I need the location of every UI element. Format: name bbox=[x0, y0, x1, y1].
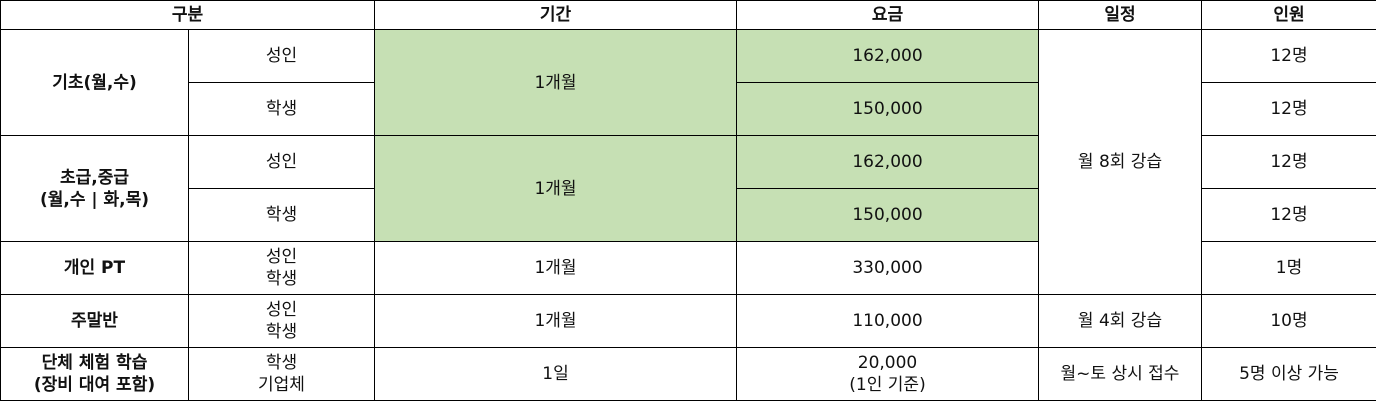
group-title: 단체 체험 학습 (장비 대여 포함) bbox=[0, 347, 189, 401]
header-fee: 요금 bbox=[736, 0, 1039, 30]
pt-capacity: 1명 bbox=[1201, 241, 1376, 295]
basic-fee-student: 150,000 bbox=[736, 82, 1039, 136]
basic-student-label: 학생 bbox=[188, 82, 375, 136]
pt-target-line1: 성인 bbox=[265, 247, 298, 267]
group-fee: 20,000 (1인 기준) bbox=[736, 347, 1039, 401]
basic-adult-label: 성인 bbox=[188, 29, 375, 83]
header-row: 구분 기간 요금 일정 인원 bbox=[0, 0, 1376, 30]
mid-cap-student: 12명 bbox=[1201, 188, 1376, 242]
basic-cap-adult: 12명 bbox=[1201, 29, 1376, 83]
header-schedule: 일정 bbox=[1038, 0, 1202, 30]
mid-title-line1: 초급,중급 bbox=[59, 167, 130, 188]
pt-fee: 330,000 bbox=[736, 241, 1039, 295]
table-row: 초급,중급 (월,수 | 화,목) 성인 1개월 162,000 12명 bbox=[0, 135, 1376, 242]
mid-title-line2: (월,수 | 화,목) bbox=[39, 189, 150, 210]
table-row: 학생 150,000 12명 bbox=[1, 82, 1376, 136]
table-row: 단체 체험 학습 (장비 대여 포함) 학생 기업체 1일 20,000 (1인… bbox=[0, 347, 1376, 401]
mid-fee-student: 150,000 bbox=[736, 188, 1039, 242]
weekend-target-line2: 학생 bbox=[265, 322, 298, 342]
group-title-line1: 단체 체험 학습 bbox=[41, 353, 148, 373]
group-fee-line2: (1인 기준) bbox=[849, 375, 926, 395]
group-period: 1일 bbox=[374, 347, 737, 401]
weekend-fee: 110,000 bbox=[736, 294, 1039, 348]
group-target-line2: 기업체 bbox=[258, 375, 305, 395]
group-fee-line1: 20,000 bbox=[857, 353, 918, 373]
header-category: 구분 bbox=[0, 0, 375, 30]
group-target-line1: 학생 bbox=[265, 353, 298, 373]
pt-target: 성인 학생 bbox=[188, 241, 375, 295]
group-schedule: 월~토 상시 접수 bbox=[1038, 347, 1202, 401]
basic-period: 1개월 bbox=[374, 29, 737, 136]
basic-fee-adult: 162,000 bbox=[736, 29, 1039, 83]
basic-title: 기초(월,수) bbox=[0, 29, 189, 136]
weekend-title: 주말반 bbox=[0, 294, 189, 348]
group-capacity: 5명 이상 가능 bbox=[1201, 347, 1376, 401]
weekend-target: 성인 학생 bbox=[188, 294, 375, 348]
mid-student-label: 학생 bbox=[188, 188, 375, 242]
basic-cap-student: 12명 bbox=[1201, 82, 1376, 136]
table-row: 개인 PT 성인 학생 1개월 330,000 1명 bbox=[0, 241, 1376, 295]
table-row: 주말반 성인 학생 1개월 110,000 월 4회 강습 10명 bbox=[0, 294, 1376, 348]
group-target: 학생 기업체 bbox=[188, 347, 375, 401]
mid-period: 1개월 bbox=[374, 135, 737, 242]
weekend-capacity: 10명 bbox=[1201, 294, 1376, 348]
shared-schedule: 월 8회 강습 bbox=[1038, 29, 1202, 295]
mid-cap-adult: 12명 bbox=[1201, 135, 1376, 189]
mid-fee-adult: 162,000 bbox=[736, 135, 1039, 189]
pt-target-line2: 학생 bbox=[265, 269, 298, 289]
pt-title: 개인 PT bbox=[0, 241, 189, 295]
weekend-period: 1개월 bbox=[374, 294, 737, 348]
mid-title: 초급,중급 (월,수 | 화,목) bbox=[0, 135, 189, 242]
pt-period: 1개월 bbox=[374, 241, 737, 295]
weekend-target-line1: 성인 bbox=[265, 300, 298, 320]
header-capacity: 인원 bbox=[1201, 0, 1376, 30]
mid-adult-label: 성인 bbox=[188, 135, 375, 189]
header-period: 기간 bbox=[374, 0, 737, 30]
weekend-schedule: 월 4회 강습 bbox=[1038, 294, 1202, 348]
group-title-line2: (장비 대여 포함) bbox=[33, 375, 156, 395]
table-row: 기초(월,수) 성인 1개월 162,000 월 8회 강습 12명 bbox=[0, 29, 1376, 295]
